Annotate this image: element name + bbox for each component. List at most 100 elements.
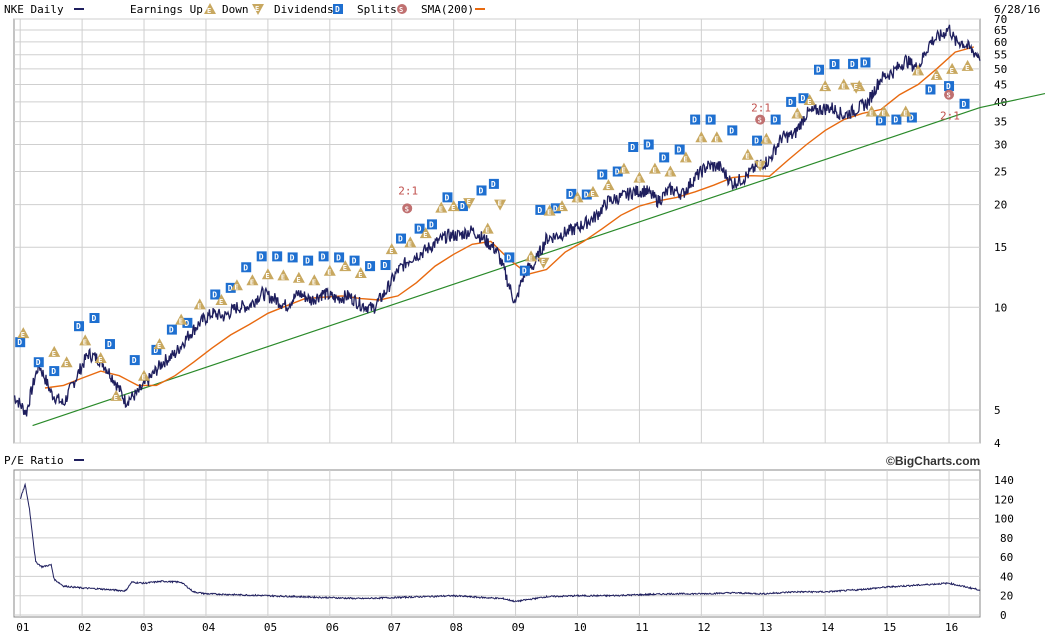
- earnings-up-icon: E: [899, 105, 912, 117]
- earnings-up-icon: E: [277, 269, 290, 281]
- x-tick-label: 07: [388, 621, 401, 634]
- dividend-icon: D: [535, 204, 546, 215]
- dividend-icon: D: [129, 355, 140, 366]
- dividend-icon: D: [848, 58, 859, 69]
- earnings-up-icon: E: [138, 369, 151, 382]
- pe-y-tick-label: 60: [1000, 551, 1013, 564]
- earnings-up-icon: E: [633, 171, 646, 184]
- svg-text:D: D: [677, 146, 682, 155]
- earnings-up-icon: E: [404, 236, 417, 248]
- svg-text:E: E: [807, 98, 811, 106]
- svg-text:D: D: [383, 261, 388, 270]
- x-tick-label: 14: [821, 621, 835, 634]
- dividend-icon: D: [628, 142, 639, 153]
- earnings-up-icon: E: [664, 165, 677, 178]
- svg-text:E: E: [234, 283, 238, 291]
- dividend-icon: D: [442, 192, 453, 203]
- svg-text:E: E: [207, 7, 211, 15]
- dividend-icon: D: [643, 139, 654, 150]
- svg-text:E: E: [250, 278, 254, 286]
- svg-text:E: E: [823, 84, 827, 92]
- svg-text:D: D: [107, 340, 112, 349]
- svg-text:D: D: [788, 98, 793, 107]
- svg-text:D: D: [927, 85, 932, 94]
- earnings-up-icon: E: [246, 274, 259, 286]
- x-tick-label: 12: [697, 621, 710, 634]
- price-y-tick-label: 4: [994, 437, 1001, 450]
- svg-text:E: E: [358, 271, 362, 279]
- svg-text:E: E: [621, 167, 625, 175]
- svg-text:E: E: [683, 155, 687, 163]
- dividend-icon: D: [891, 114, 902, 125]
- dividend-icon: D: [210, 289, 221, 300]
- dividend-icon: D: [674, 144, 685, 155]
- svg-text:D: D: [599, 171, 604, 180]
- dividend-icon: D: [612, 166, 623, 177]
- dividend-icon: D: [770, 114, 781, 125]
- earnings-up-icon: E: [878, 105, 891, 117]
- dividend-icon: D: [519, 265, 530, 276]
- x-tick-label: 08: [450, 621, 463, 634]
- earnings-up-icon: E: [791, 107, 804, 119]
- svg-text:E: E: [296, 276, 300, 284]
- dividend-icon: D: [727, 125, 738, 136]
- price-y-tick-label: 60: [994, 36, 1007, 49]
- split-icon: S: [402, 203, 413, 214]
- svg-text:D: D: [336, 253, 341, 262]
- earnings-up-icon: E: [695, 131, 708, 143]
- earnings-up-icon: E: [930, 68, 943, 81]
- earnings-down-icon: E: [494, 199, 507, 211]
- earnings-up-icon: E: [193, 298, 206, 310]
- price-y-tick-label: 35: [994, 116, 1007, 129]
- legend-dividend-icon: D: [333, 4, 343, 14]
- pe-y-tick-label: 140: [994, 474, 1014, 487]
- svg-text:E: E: [637, 176, 641, 184]
- dividend-icon: D: [287, 252, 298, 263]
- dividend-icon: D: [225, 282, 236, 293]
- dividend-icon: D: [581, 189, 592, 200]
- event-markers: D D D D D D D D D D D D D D D D D D D D D D D D D D D D D D D D D D D D D D D D…: [15, 57, 974, 402]
- legend-split-icon: S: [397, 4, 407, 14]
- dividend-icon: D: [318, 251, 329, 262]
- svg-text:D: D: [212, 290, 217, 299]
- pe-line: [19, 482, 981, 603]
- pe-path: [19, 482, 981, 603]
- svg-text:D: D: [243, 263, 248, 272]
- earnings-up-icon: E: [308, 274, 321, 286]
- svg-text:D: D: [169, 326, 174, 335]
- dividend-icon: D: [814, 64, 824, 75]
- earnings-down-icon: E: [754, 160, 767, 172]
- dividend-icon: D: [241, 262, 252, 273]
- svg-text:D: D: [878, 116, 883, 125]
- svg-text:D: D: [708, 116, 713, 125]
- trend-line: [32, 92, 1045, 427]
- legend-splits: Splits: [357, 3, 397, 16]
- earnings-up-icon: E: [354, 267, 367, 279]
- svg-text:D: D: [479, 186, 484, 195]
- svg-text:E: E: [652, 167, 656, 175]
- svg-text:D: D: [76, 322, 81, 331]
- pe-y-axis: 0 20 40 60 80 100 120 140: [994, 474, 1014, 622]
- svg-text:D: D: [506, 253, 511, 262]
- earnings-up-icon: E: [48, 345, 61, 358]
- svg-text:E: E: [327, 269, 331, 277]
- svg-text:E: E: [451, 204, 455, 212]
- earnings-up-icon: E: [419, 227, 432, 239]
- legend-dividends: Dividends: [274, 3, 334, 16]
- svg-text:D: D: [228, 284, 233, 293]
- svg-text:E: E: [281, 273, 285, 281]
- svg-text:S: S: [399, 6, 403, 14]
- earnings-up-icon: E: [447, 200, 460, 212]
- svg-text:D: D: [661, 153, 666, 162]
- svg-text:D: D: [335, 5, 340, 14]
- price-y-tick-label: 20: [994, 199, 1007, 212]
- svg-text:D: D: [850, 60, 855, 69]
- svg-text:E: E: [795, 111, 799, 119]
- svg-text:D: D: [568, 190, 573, 199]
- svg-text:D: D: [692, 116, 697, 125]
- svg-text:E: E: [590, 190, 594, 198]
- dividend-icon: D: [33, 357, 44, 368]
- dividend-icon: D: [944, 81, 955, 92]
- dividend-icon: D: [705, 114, 716, 125]
- chart-date: 6/28/16: [994, 3, 1040, 16]
